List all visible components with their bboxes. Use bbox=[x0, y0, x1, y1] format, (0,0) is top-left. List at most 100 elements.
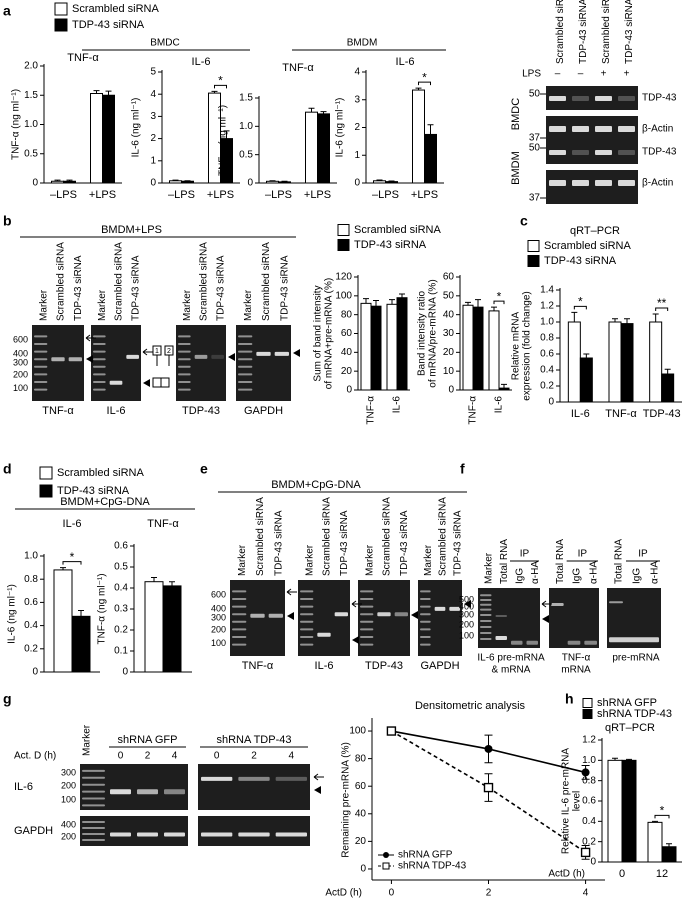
error-bar bbox=[60, 567, 66, 570]
gel-band bbox=[420, 605, 431, 608]
error-bar bbox=[399, 293, 405, 298]
gel bbox=[358, 580, 410, 656]
ladder-label: 300 bbox=[13, 357, 28, 367]
mw-label: 37 bbox=[529, 193, 541, 204]
gel-band bbox=[274, 351, 289, 356]
bar bbox=[649, 321, 663, 403]
bar bbox=[607, 759, 623, 863]
gel-band bbox=[595, 180, 612, 186]
chart-title: IL-6 bbox=[192, 56, 211, 68]
gel-band bbox=[275, 776, 307, 781]
x-axis-label: ActD (h) bbox=[325, 888, 362, 899]
error-bar bbox=[66, 179, 73, 182]
gel-band bbox=[164, 789, 185, 795]
gel bbox=[198, 764, 310, 810]
significance-label: * bbox=[70, 550, 75, 564]
gel-band bbox=[82, 827, 105, 829]
error-bar bbox=[612, 757, 618, 761]
lane-label: TDP-43 siRNA bbox=[215, 255, 226, 321]
gel-band bbox=[93, 358, 106, 361]
gel-band bbox=[480, 599, 492, 601]
error-bar bbox=[93, 90, 100, 94]
y-tick-label: 0.1 bbox=[114, 646, 128, 657]
x-tick-label: +LPS bbox=[207, 189, 234, 201]
chart-title: IL-6 bbox=[63, 518, 82, 530]
lane-label: TDP-43 siRNA bbox=[339, 510, 350, 576]
lane-label: α-HA bbox=[588, 561, 599, 584]
x-tick-label: TNF-α bbox=[366, 396, 377, 425]
band-pointer bbox=[143, 379, 150, 387]
legend-marker bbox=[382, 862, 390, 870]
gel-band bbox=[238, 350, 253, 353]
y-tick-label: 20 bbox=[341, 366, 353, 377]
gel-band bbox=[256, 351, 271, 356]
point bbox=[580, 847, 591, 858]
legend-swatch bbox=[337, 239, 350, 251]
gel-band bbox=[300, 636, 314, 638]
bar bbox=[579, 357, 593, 403]
gel-band bbox=[360, 590, 374, 593]
gel-band bbox=[595, 126, 612, 132]
legend-swatch bbox=[39, 466, 53, 480]
gel-band bbox=[360, 628, 374, 631]
band-arrow bbox=[313, 773, 324, 781]
significance-label: * bbox=[497, 289, 502, 303]
error-bar bbox=[78, 610, 84, 617]
gel-band bbox=[572, 126, 589, 132]
lane-label: Scrambled siRNA bbox=[114, 242, 125, 321]
lane-label: Marker bbox=[243, 289, 254, 321]
gel-band bbox=[526, 640, 538, 645]
bar bbox=[305, 111, 318, 184]
band-pointer bbox=[228, 353, 235, 361]
bar bbox=[63, 180, 76, 184]
gel-band bbox=[178, 388, 191, 391]
gel-band bbox=[572, 180, 589, 186]
y-axis-label: TNF-α (ng ml⁻¹) bbox=[218, 105, 229, 176]
y-tick-label: 0.8 bbox=[582, 775, 596, 786]
bar bbox=[360, 302, 372, 391]
lane-label: IgG bbox=[632, 568, 643, 584]
x-tick-label: 4 bbox=[583, 888, 589, 899]
legend-swatch bbox=[337, 224, 350, 236]
legend-label: TDP-43 siRNA bbox=[72, 19, 145, 31]
bar bbox=[488, 310, 500, 391]
group-label: BMDM bbox=[347, 38, 378, 49]
gel-caption: TNF-α bbox=[42, 405, 74, 417]
x-tick-label: –LPS bbox=[265, 189, 292, 201]
bar bbox=[424, 133, 437, 184]
x-axis-label: ActD (h) bbox=[548, 869, 585, 880]
gel-band bbox=[567, 640, 581, 645]
bar bbox=[412, 89, 425, 184]
gel-band bbox=[34, 381, 48, 383]
legend-label: shRNA TDP-43 bbox=[597, 708, 672, 720]
bar bbox=[162, 585, 182, 673]
gel-band bbox=[178, 350, 191, 353]
error-bar bbox=[363, 298, 369, 304]
y-tick-label: 2 bbox=[150, 133, 156, 144]
gel-band bbox=[334, 612, 348, 617]
gel-band bbox=[232, 598, 247, 600]
error-bar bbox=[373, 300, 379, 307]
y-tick-label: 5 bbox=[150, 67, 156, 78]
gel-band bbox=[480, 620, 492, 622]
ip-label: IP bbox=[578, 549, 588, 560]
bar bbox=[51, 180, 64, 184]
error-bar bbox=[172, 179, 179, 181]
error-bar bbox=[475, 299, 481, 308]
gel-band bbox=[300, 613, 314, 616]
time-label: 2 bbox=[145, 751, 151, 762]
gel-caption: IL-6 bbox=[315, 660, 334, 672]
gel-band bbox=[93, 388, 106, 391]
bar bbox=[53, 569, 73, 673]
band-pointer bbox=[86, 355, 93, 363]
mw-label: 50 bbox=[529, 143, 541, 154]
gel-band bbox=[618, 150, 635, 155]
bar bbox=[386, 303, 398, 391]
bar bbox=[621, 759, 637, 863]
gel-caption: TNF-α bbox=[562, 653, 591, 664]
cell-label: BMDC bbox=[510, 98, 522, 130]
significance-label: * bbox=[218, 73, 223, 87]
gel-band bbox=[109, 380, 123, 385]
gel-band bbox=[93, 365, 106, 368]
y-tick-label: 0 bbox=[448, 385, 454, 396]
